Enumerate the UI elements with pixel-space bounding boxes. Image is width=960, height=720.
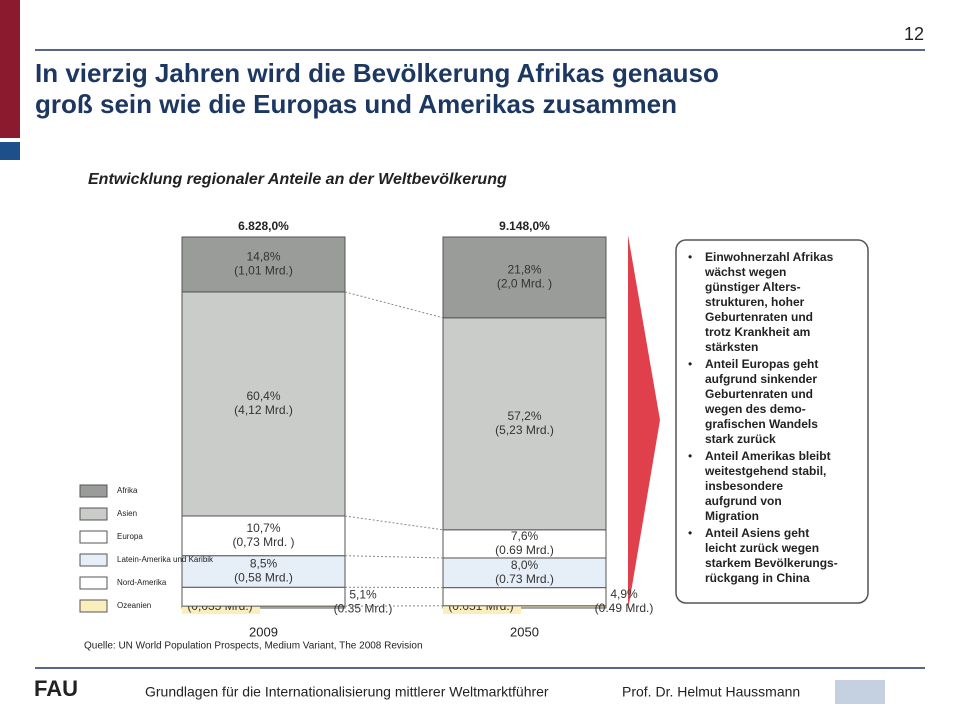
legend-swatch [79, 484, 108, 498]
note-text: Anteil Europas geht [705, 357, 818, 371]
legend-label: Nord-Amerika [117, 578, 167, 587]
title: In vierzig Jahren wird die Bevölkerung A… [35, 58, 719, 88]
legend-swatch [79, 507, 108, 521]
bar-segment [442, 557, 607, 589]
value-label: 10,7% [246, 521, 280, 535]
note-text: insbesondere [705, 479, 783, 493]
note-text: wegen des demo- [704, 402, 806, 416]
note-text: günstiger Alters- [705, 280, 801, 294]
author: Prof. Dr. Helmut Haussmann [622, 684, 800, 700]
title: groß sein wie die Europas und Amerikas z… [35, 89, 677, 119]
value-label: 57,2% [507, 409, 541, 423]
value-label: 8,5% [250, 557, 278, 571]
bullet: • [688, 526, 692, 540]
note-text: Einwohnerzahl Afrikas [705, 250, 834, 264]
note-text: Migration [705, 509, 759, 523]
note-box [675, 239, 869, 604]
x-tick-label: 2050 [510, 624, 539, 639]
bullet: • [688, 449, 692, 463]
note-text: wächst wegen [704, 265, 786, 279]
legend-label: Asien [117, 509, 137, 518]
bar-segment [442, 236, 607, 319]
connector [344, 515, 444, 531]
bar-segment [181, 291, 346, 517]
accent-bar [0, 0, 20, 138]
value-label: 8,0% [511, 558, 539, 572]
note-text: aufgrund sinkender [705, 372, 817, 386]
bar-segment [442, 529, 607, 559]
value-label: 21,8% [507, 263, 541, 277]
note-text: stärksten [705, 340, 758, 354]
bar-segment [181, 515, 346, 557]
amount-label: (0,58 Mrd.) [234, 571, 293, 585]
chart-title: Entwicklung regionaler Anteile an der We… [88, 171, 507, 188]
value-label: 5,1% [349, 587, 377, 601]
bar-segment [442, 317, 607, 531]
note-text: stark zurück [705, 432, 776, 446]
source: Quelle: UN World Population Prospects, M… [84, 641, 423, 652]
note-text: strukturen, hoher [705, 295, 805, 309]
page-number: 12 [904, 24, 924, 44]
note-text: rückgang in China [705, 571, 810, 585]
amount-label: (4,12 Mrd.) [234, 403, 293, 417]
legend-swatch [79, 576, 108, 590]
note-text: trotz Krankheit am [705, 325, 810, 339]
logo: FAU [34, 676, 78, 701]
value-label: 14,8% [246, 250, 280, 264]
legend-swatch [79, 530, 108, 544]
accent-square [0, 142, 20, 160]
bar-segment [181, 555, 346, 588]
legend-label: Afrika [117, 486, 138, 495]
note-text: Anteil Asiens geht [705, 526, 809, 540]
footer: Grundlagen für die Internationalisierung… [145, 684, 549, 700]
bar-segment [181, 236, 346, 293]
note-text: weitestgehend stabil, [704, 464, 826, 478]
bullet: • [688, 250, 692, 264]
amount-label: (0.69 Mrd.) [495, 543, 554, 557]
legend-label: Ozeanien [117, 601, 151, 610]
legend-label: Europa [117, 532, 143, 541]
legend-label: Latein-Amerika und Karibik [117, 555, 214, 564]
legend-swatch [79, 553, 108, 567]
note-text: grafischen Wandels [705, 417, 818, 431]
note-text: starkem Bevölkerungs- [705, 556, 838, 570]
amount-label: (0,73 Mrd. ) [232, 535, 294, 549]
note-text: Geburtenraten und [705, 387, 813, 401]
legend-swatch [79, 599, 108, 613]
map-logo [835, 680, 885, 704]
note-text: Anteil Amerikas bleibt [705, 449, 831, 463]
note-text: aufgrund von [705, 494, 782, 508]
note-text: Geburtenraten und [705, 310, 813, 324]
arrow [628, 235, 660, 610]
value-label: 4,9% [610, 587, 638, 601]
bullet: • [688, 357, 692, 371]
amount-label: (0.35 Mrd.) [334, 601, 393, 615]
bar-segment [442, 587, 607, 607]
amount-label: (0.73 Mrd.) [495, 572, 554, 586]
connector [344, 291, 444, 319]
amount-label: (5,23 Mrd.) [495, 423, 554, 437]
total-label: 6.828,0% [238, 219, 289, 233]
value-label: 60,4% [246, 389, 280, 403]
amount-label: (2,0 Mrd. ) [497, 277, 552, 291]
bar-segment [181, 586, 346, 607]
amount-label: (0.49 Mrd.) [595, 601, 654, 615]
amount-label: (1,01 Mrd.) [234, 264, 293, 278]
connector [344, 555, 444, 559]
note-text: leicht zurück wegen [705, 541, 819, 555]
x-tick-label: 2009 [249, 624, 278, 639]
total-label: 9.148,0% [499, 219, 550, 233]
value-label: 7,6% [511, 529, 539, 543]
